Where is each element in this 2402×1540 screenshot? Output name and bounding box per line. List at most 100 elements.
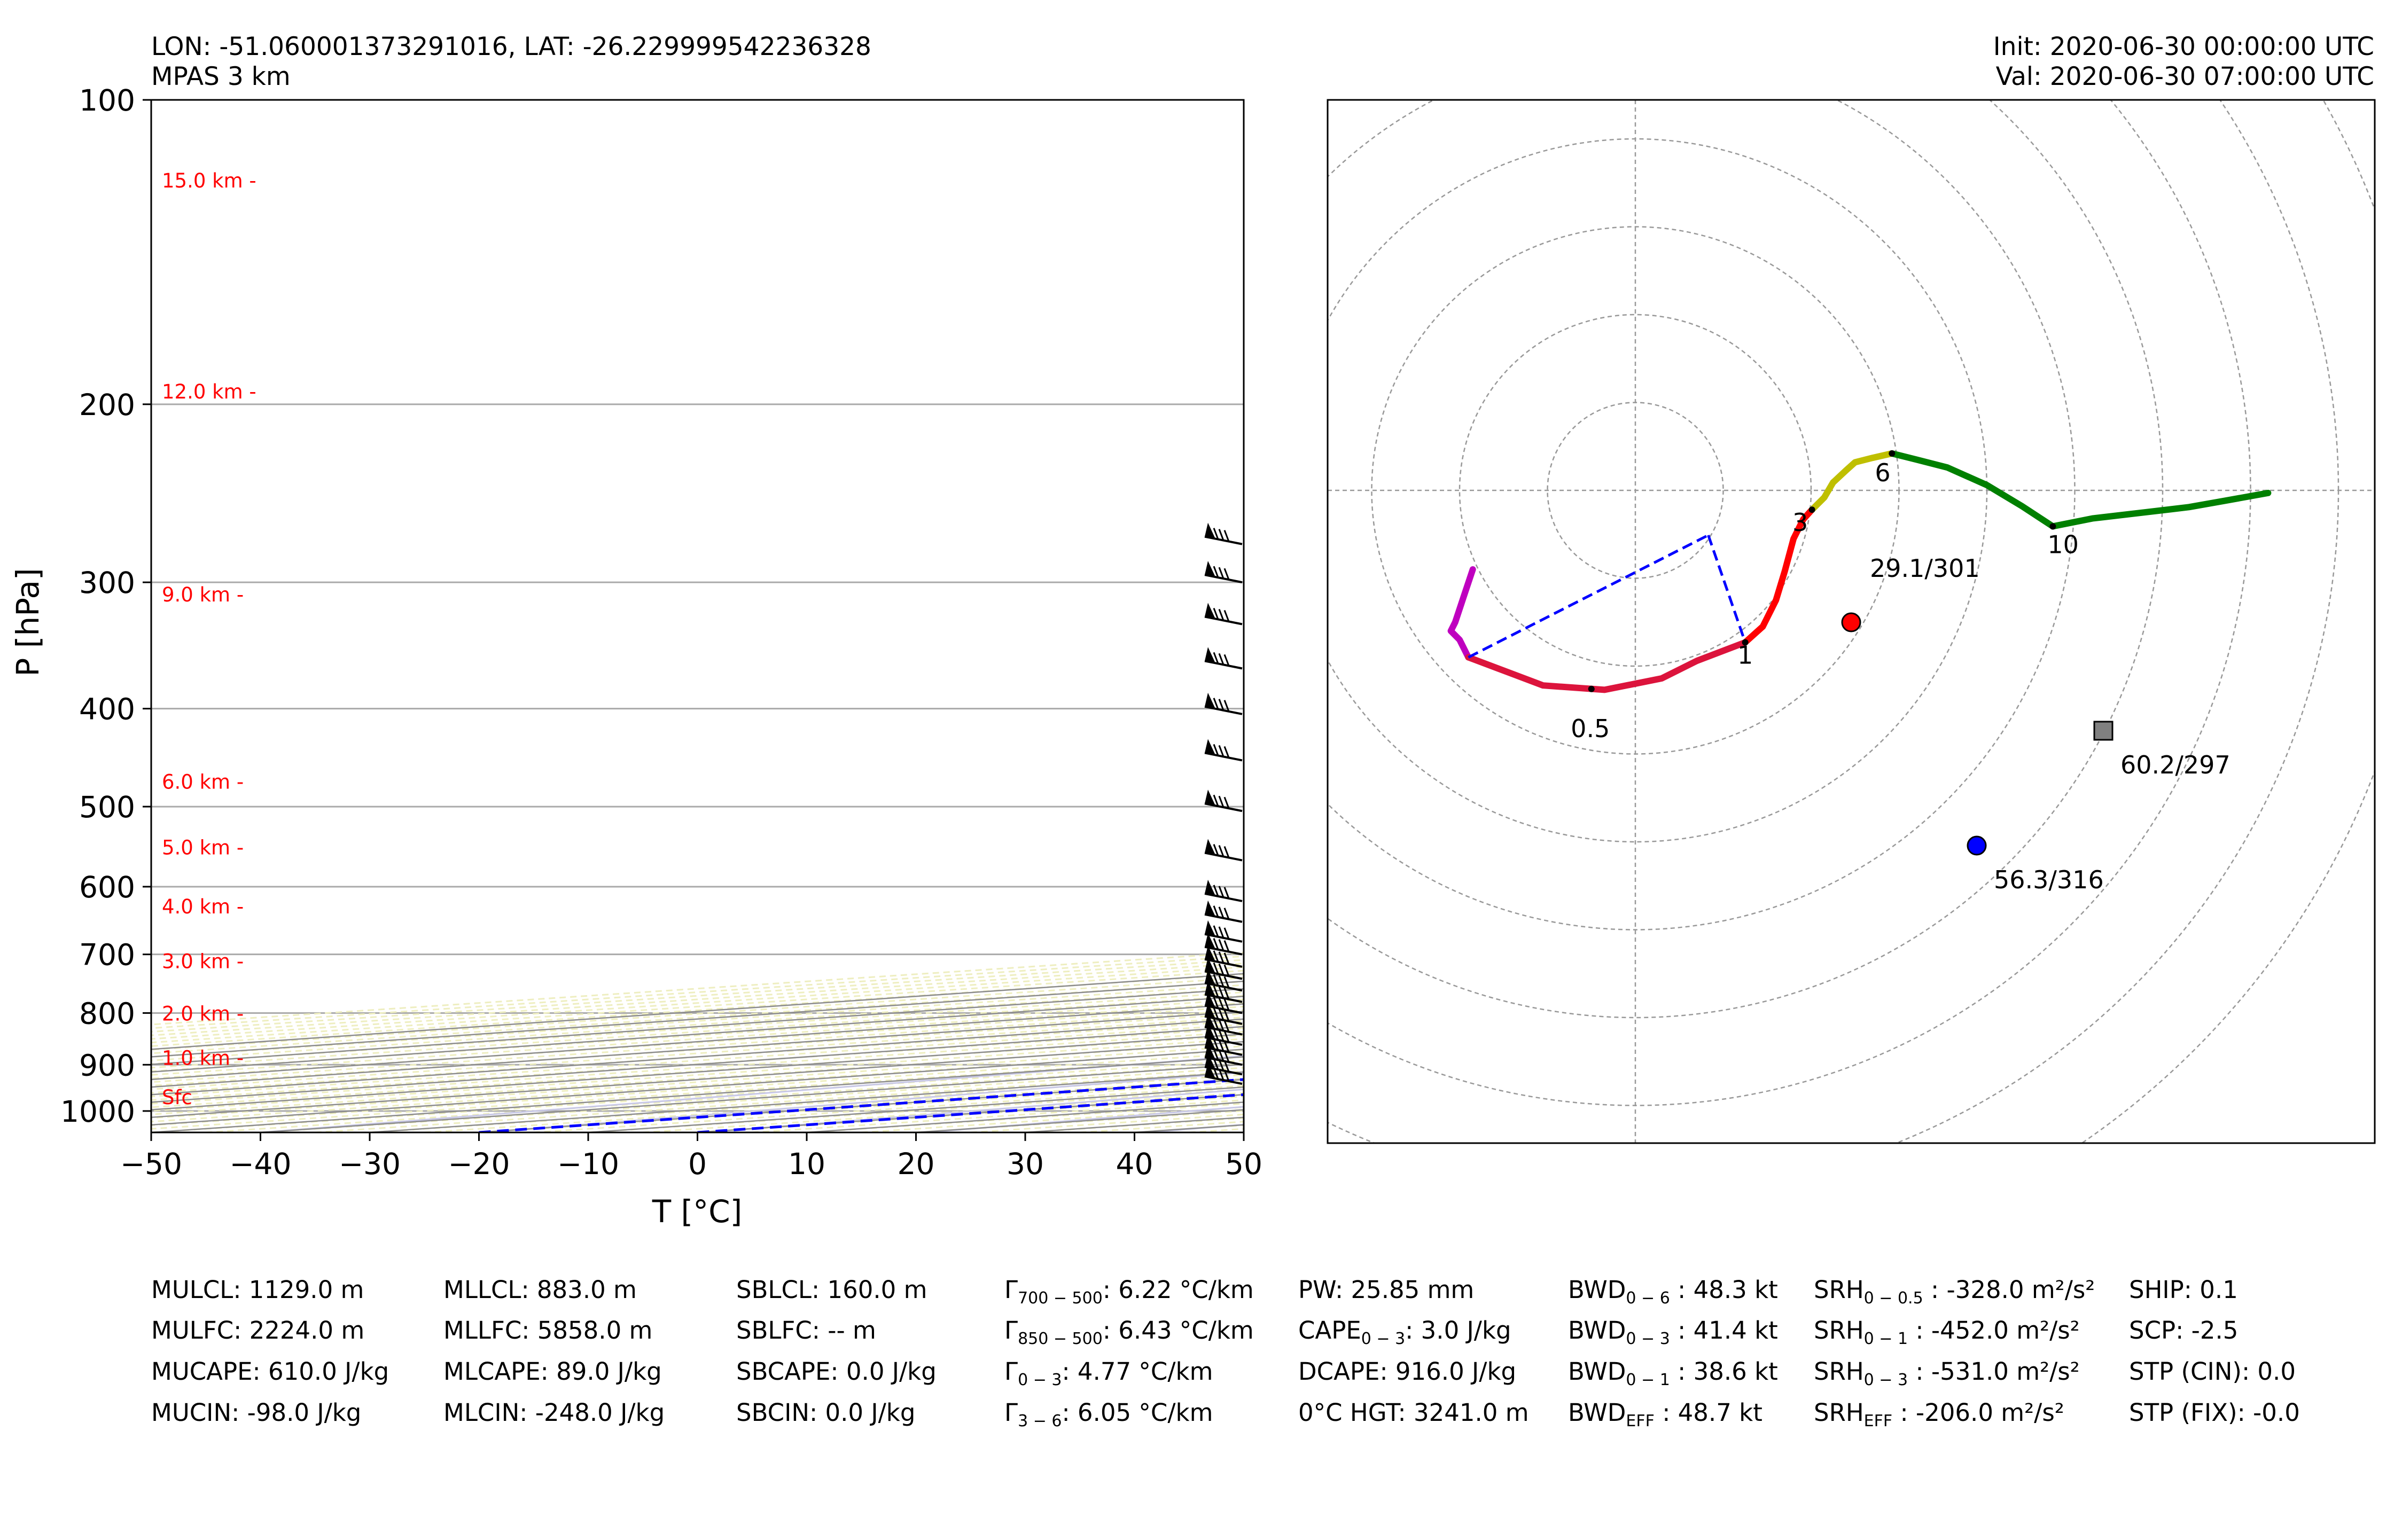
dewpoint-line bbox=[1483, 100, 2402, 1090]
hodo-ring bbox=[1328, 138, 1988, 843]
index-col6-3: BWDEFF : 48.7 kt bbox=[1568, 1398, 1762, 1430]
model-label: MPAS 3 km bbox=[151, 62, 291, 91]
mixing-ratio-line bbox=[1408, 100, 2402, 1132]
wetbulb-line bbox=[1505, 100, 2402, 1090]
hodo-height-dot bbox=[1588, 685, 1595, 692]
index-col4-2: Γ0 − 3: 4.77 °C/km bbox=[1004, 1357, 1213, 1389]
mixing-ratio-line bbox=[533, 1084, 1244, 1132]
hodo-1-3km bbox=[1742, 506, 1815, 646]
temperature-line bbox=[1527, 100, 2402, 1090]
y-tick-label: 700 bbox=[79, 938, 135, 972]
hodo-ring bbox=[1371, 226, 1900, 755]
right-mover-marker bbox=[1967, 835, 1987, 856]
index-col2-2: MLCAPE: 89.0 J/kg bbox=[443, 1357, 662, 1386]
wind-barb bbox=[1204, 561, 1243, 584]
left-mover-marker bbox=[1841, 612, 1861, 632]
height-label: 9.0 km - bbox=[162, 583, 244, 606]
srh-vector-left bbox=[1468, 534, 1709, 659]
wind-barb bbox=[1204, 839, 1243, 862]
isotherm bbox=[1243, 1131, 1244, 1132]
wind-barb bbox=[1204, 879, 1243, 902]
hodo-ring bbox=[1547, 402, 1724, 579]
hodo-height-dot bbox=[1889, 450, 1896, 457]
wind-barb bbox=[1204, 991, 1243, 1014]
index-col6-0: BWD0 − 6 : 48.3 kt bbox=[1568, 1276, 1778, 1308]
isotherm bbox=[479, 1078, 1244, 1132]
wind-barb bbox=[1204, 789, 1243, 812]
mixing-ratio-line bbox=[151, 951, 1244, 1026]
y-tick-label: 900 bbox=[79, 1048, 135, 1082]
height-label: 1.0 km - bbox=[162, 1046, 244, 1069]
isotherm bbox=[369, 1071, 1244, 1132]
mixing-ratio-line bbox=[151, 955, 1244, 1029]
index-col1-1: MULFC: 2224.0 m bbox=[151, 1316, 365, 1344]
skew-t-profiles bbox=[1483, 100, 2402, 1093]
hodo-ring bbox=[1328, 100, 2163, 1018]
hodograph-frame bbox=[1327, 99, 2376, 1144]
isotherm bbox=[260, 1064, 1244, 1132]
mixing-ratio-line bbox=[260, 1067, 1244, 1132]
virtual-temperature-line bbox=[1505, 887, 2402, 1090]
mixing-ratio-line bbox=[151, 1059, 1244, 1132]
wind-barb bbox=[1204, 1023, 1243, 1046]
index-col3-2: SBCAPE: 0.0 J/kg bbox=[736, 1357, 937, 1386]
x-tick-label: −30 bbox=[339, 1147, 401, 1181]
mixing-ratio-line bbox=[1462, 100, 2402, 1132]
index-col2-1: MLLFC: 5858.0 m bbox=[443, 1316, 653, 1344]
mean-wind-label: 60.2/297 bbox=[2120, 751, 2231, 779]
wind-barb bbox=[1204, 692, 1243, 715]
index-col6-2: BWD0 − 1 : 38.6 kt bbox=[1568, 1357, 1778, 1389]
dry-adiabat bbox=[1148, 1123, 1244, 1132]
hodo-ring bbox=[1459, 314, 1812, 667]
hodo-ring bbox=[1328, 100, 2076, 931]
index-col2-3: MLCIN: -248.0 J/kg bbox=[443, 1398, 665, 1427]
skew-t-background-lines bbox=[151, 100, 2402, 1132]
wind-barb bbox=[1204, 980, 1243, 1003]
hodo-3-6km bbox=[1808, 450, 1896, 513]
mixing-ratio-line bbox=[916, 1110, 1244, 1132]
x-tick-label: 50 bbox=[1225, 1147, 1262, 1181]
wind-barbs bbox=[1204, 522, 1243, 1085]
mixing-ratio-line bbox=[206, 1063, 1244, 1132]
wind-barb bbox=[1204, 647, 1243, 670]
y-tick-label: 400 bbox=[79, 692, 135, 726]
wind-barb bbox=[1204, 739, 1243, 762]
wind-barb bbox=[1204, 900, 1243, 923]
height-label: 6.0 km - bbox=[162, 771, 244, 794]
mixing-ratio-line bbox=[369, 1074, 1244, 1132]
y-tick-label: 1000 bbox=[60, 1095, 135, 1129]
y-tick-label: 300 bbox=[79, 566, 135, 600]
y-tick-label: 500 bbox=[79, 790, 135, 824]
wind-barb bbox=[1204, 522, 1243, 545]
hodograph-panel: 0.5 1 3 6 10 29.1/301 56.3/316 60.2/297 bbox=[1327, 99, 2376, 1144]
index-col3-1: SBLFC: -- m bbox=[736, 1316, 876, 1344]
mixing-ratio-line bbox=[1189, 1128, 1244, 1132]
freezing-isotherm bbox=[697, 1093, 1244, 1132]
index-col4-1: Γ850 − 500: 6.43 °C/km bbox=[1004, 1316, 1254, 1348]
index-col8-3: STP (FIX): -0.0 bbox=[2129, 1398, 2300, 1427]
mixing-ratio-line bbox=[1517, 100, 2402, 1132]
x-tick-label: 30 bbox=[1007, 1147, 1044, 1181]
index-col1-2: MUCAPE: 610.0 J/kg bbox=[151, 1357, 389, 1386]
y-tick-label: 100 bbox=[79, 83, 135, 118]
height-label: 4.0 km - bbox=[162, 895, 244, 918]
y-tick-label: 800 bbox=[79, 996, 135, 1030]
hodo-height-label: 3 bbox=[1792, 508, 1808, 537]
mixing-ratio-line bbox=[697, 1096, 1244, 1132]
mixing-ratio-line bbox=[1353, 100, 2402, 1132]
x-tick-label: −20 bbox=[448, 1147, 510, 1181]
hodo-height-dot bbox=[1808, 506, 1815, 513]
height-label: 15.0 km - bbox=[162, 169, 256, 192]
srh-vector-right bbox=[1707, 535, 1746, 643]
height-labels: 15.0 km - 12.0 km - 9.0 km - 6.0 km - 5.0 km… bbox=[162, 169, 256, 1109]
index-col7-2: SRH0 − 3 : -531.0 m²/s² bbox=[1814, 1357, 2080, 1389]
index-col4-0: Γ700 − 500: 6.22 °C/km bbox=[1004, 1276, 1254, 1308]
mixing-ratio-line bbox=[806, 1103, 1244, 1132]
y-tick-label: 600 bbox=[79, 870, 135, 904]
height-label: 2.0 km - bbox=[162, 1002, 244, 1025]
mixing-ratio-line bbox=[151, 959, 1244, 1033]
dry-adiabat bbox=[1369, 100, 2402, 1132]
